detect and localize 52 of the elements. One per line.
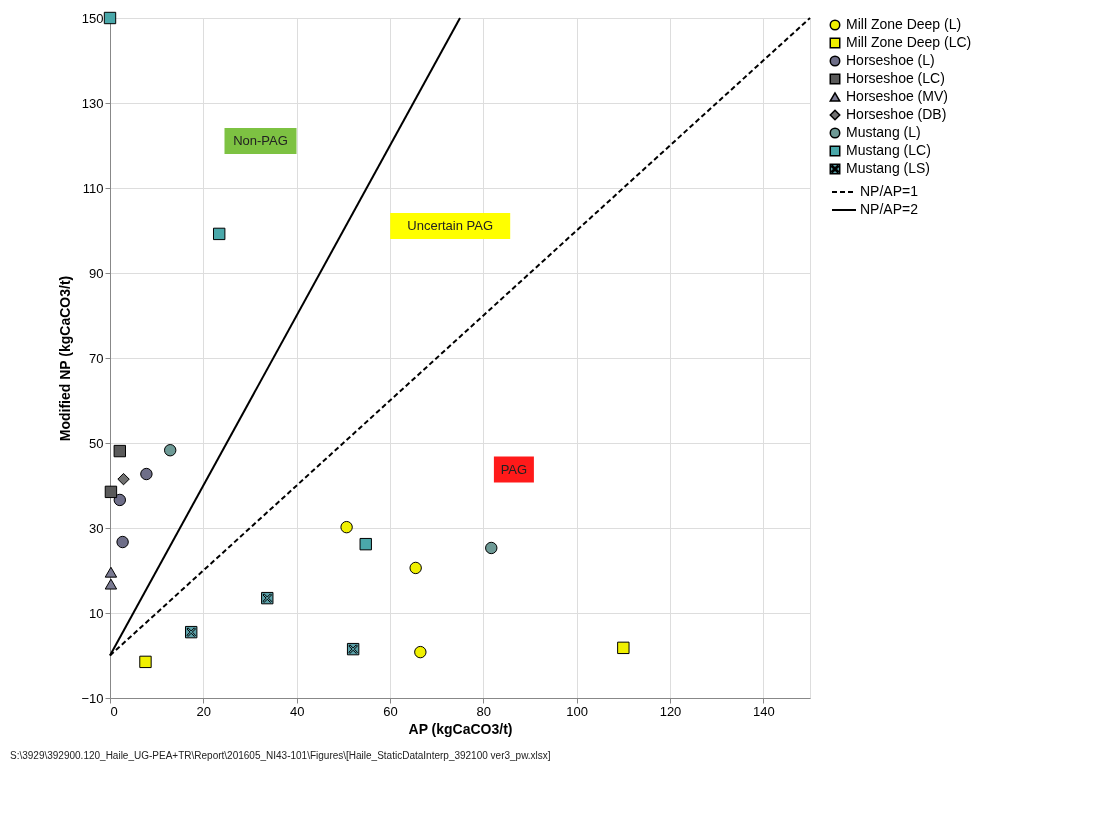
legend-label: Horseshoe (L) (846, 52, 935, 68)
y-tick-label: −10 (81, 690, 104, 706)
x-tick-label: 40 (289, 703, 305, 719)
y-tick-label: 90 (89, 265, 104, 281)
point (139, 655, 152, 669)
y-tick-label: 50 (89, 435, 104, 451)
y-tick-label: 110 (82, 180, 104, 196)
point (104, 485, 118, 499)
point (140, 467, 153, 481)
x-tick-label: 120 (659, 703, 682, 719)
legend-label: Mustang (L) (846, 124, 921, 140)
text: S:\3929\392900.120_Haile_UG-PEA+TR\Report\201605_NI43-101\Figures\[Haile_StaticDataInterp_392100 ver3_pw.xlsx] (10, 750, 551, 761)
x-tick-label: 60 (383, 703, 398, 719)
point (340, 520, 353, 534)
point (113, 493, 126, 507)
point (104, 578, 118, 590)
y-tick-label: 150 (81, 10, 104, 26)
annotation: Uncertain PAG (407, 218, 494, 234)
legend-label: Mill Zone Deep (LC) (846, 34, 972, 50)
annotation: Non-PAG (233, 133, 288, 149)
x-axis-title: AP (kgCaCO3/t) (408, 720, 513, 737)
y-tick-label: 130 (81, 95, 104, 111)
x-tick-label: 0 (110, 703, 118, 719)
x-tick-label: 140 (752, 703, 775, 719)
legend-label: Mill Zone Deep (L) (846, 16, 962, 32)
legend-label: NP/AP=1 (860, 183, 919, 199)
point (213, 227, 226, 241)
point (104, 566, 118, 578)
legend-label: Horseshoe (MV) (846, 88, 948, 104)
y-tick-label: 30 (89, 520, 104, 536)
point (617, 641, 630, 655)
point (103, 11, 117, 25)
x-tick-label: 80 (476, 703, 492, 719)
y-tick-label: 70 (89, 350, 104, 366)
legend-label: Mustang (LC) (846, 142, 931, 158)
x-tick-label: 100 (566, 703, 589, 719)
point (117, 472, 130, 486)
legend-label: NP/AP=2 (860, 201, 919, 217)
legend-label: Horseshoe (LC) (846, 70, 945, 86)
annotation: PAG (500, 461, 528, 477)
point (116, 535, 129, 549)
point (113, 444, 126, 458)
point (359, 537, 372, 551)
y-axis-title: Modified NP (kgCaCO3/t) (57, 275, 74, 442)
x-tick-label: 20 (196, 703, 212, 719)
legend-label: Horseshoe (DB) (846, 106, 947, 122)
y-tick-label: 10 (89, 605, 104, 621)
point (414, 645, 427, 659)
point (164, 444, 177, 457)
point (409, 561, 422, 575)
legend-label: Mustang (LS) (846, 160, 931, 176)
point (485, 541, 498, 555)
